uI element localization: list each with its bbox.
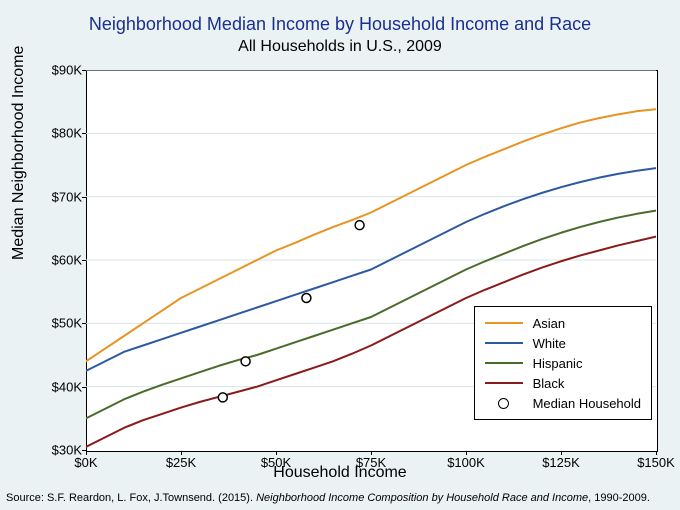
y-tick-mark	[82, 323, 86, 324]
x-tick-mark	[466, 451, 467, 455]
legend-line-swatch	[485, 382, 523, 384]
y-tick-label: $50K	[32, 316, 82, 331]
source-citation: Source: S.F. Reardon, L. Fox, J.Townsend…	[6, 492, 650, 504]
y-tick-label: $70K	[32, 189, 82, 204]
legend-item: Hispanic	[485, 353, 641, 373]
legend-label: Asian	[533, 316, 566, 331]
legend-swatch	[485, 396, 523, 410]
legend-line-swatch	[485, 322, 523, 324]
legend-item: Median Household	[485, 393, 641, 413]
legend-line-swatch	[485, 342, 523, 344]
y-tick-label: $60K	[32, 253, 82, 268]
legend-swatch	[485, 336, 523, 350]
y-axis-label: Median Neighborhood Income	[10, 46, 28, 260]
chart-title: Neighborhood Median Income by Household …	[0, 14, 680, 35]
y-tick-label: $90K	[32, 63, 82, 78]
legend-swatch	[485, 356, 523, 370]
legend-item: Black	[485, 373, 641, 393]
x-tick-mark	[656, 451, 657, 455]
legend-line-swatch	[485, 362, 523, 364]
legend-label: Black	[533, 376, 565, 391]
legend-label: White	[533, 336, 566, 351]
x-tick-mark	[276, 451, 277, 455]
legend-label: Median Household	[533, 396, 641, 411]
source-prefix: Source: S.F. Reardon, L. Fox, J.Townsend…	[6, 492, 256, 504]
chart-subtitle: All Households in U.S., 2009	[0, 38, 680, 56]
x-tick-mark	[86, 451, 87, 455]
legend-item: White	[485, 333, 641, 353]
source-italic: Neighborhood Income Composition by House…	[256, 492, 588, 504]
y-tick-mark	[82, 70, 86, 71]
x-axis-label: Household Income	[0, 464, 680, 482]
y-tick-mark	[82, 197, 86, 198]
y-tick-mark	[82, 260, 86, 261]
legend-swatch	[485, 376, 523, 390]
x-tick-mark	[371, 451, 372, 455]
y-tick-mark	[82, 387, 86, 388]
legend-marker-icon	[498, 398, 509, 409]
y-tick-label: $40K	[32, 379, 82, 394]
legend-swatch	[485, 316, 523, 330]
y-tick-label: $80K	[32, 126, 82, 141]
legend-label: Hispanic	[533, 356, 583, 371]
y-tick-mark	[82, 133, 86, 134]
legend: Asian White Hispanic Black Median Household	[474, 306, 652, 420]
chart-frame: Neighborhood Median Income by Household …	[0, 0, 680, 510]
legend-item: Asian	[485, 313, 641, 333]
source-suffix: , 1990-2009.	[588, 492, 650, 504]
x-tick-mark	[181, 451, 182, 455]
x-tick-mark	[561, 451, 562, 455]
